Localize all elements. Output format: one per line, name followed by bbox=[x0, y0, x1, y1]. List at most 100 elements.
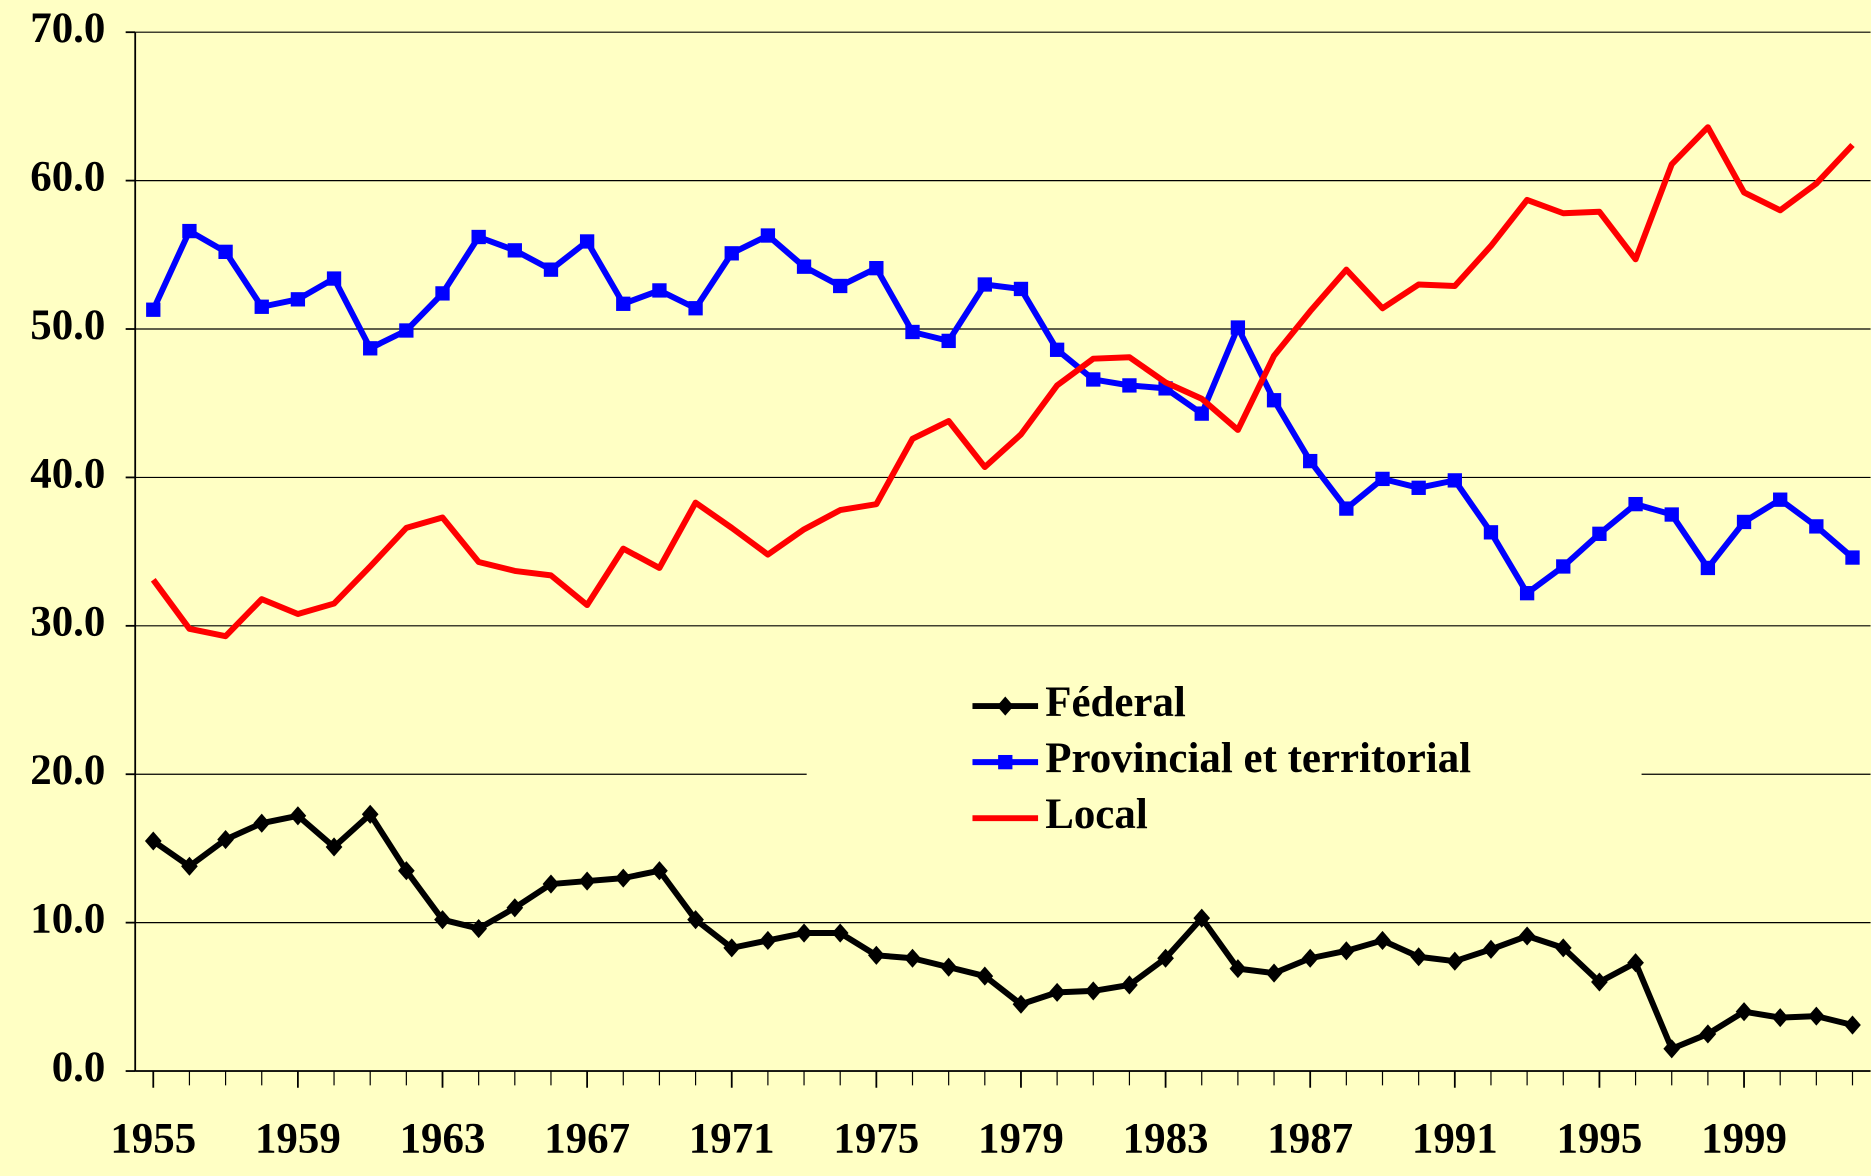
marker bbox=[652, 283, 667, 298]
marker bbox=[399, 323, 414, 338]
marker bbox=[868, 945, 885, 965]
legend-marker bbox=[998, 754, 1013, 770]
marker bbox=[1807, 1006, 1825, 1026]
x-tick-label: 1975 bbox=[833, 1115, 919, 1162]
marker bbox=[290, 292, 306, 307]
marker bbox=[1771, 1008, 1789, 1028]
marker bbox=[795, 923, 813, 943]
marker bbox=[614, 868, 632, 888]
marker bbox=[1122, 378, 1137, 393]
marker bbox=[723, 938, 741, 958]
marker bbox=[1374, 930, 1391, 950]
marker bbox=[578, 871, 596, 891]
marker bbox=[1591, 972, 1608, 992]
legend-box bbox=[806, 667, 1642, 847]
marker bbox=[1446, 951, 1464, 971]
legend-background bbox=[806, 667, 1642, 847]
marker bbox=[542, 874, 560, 894]
marker bbox=[289, 806, 307, 826]
marker bbox=[1628, 496, 1643, 512]
x-tick-label: 1959 bbox=[255, 1115, 341, 1162]
marker bbox=[434, 910, 451, 930]
marker bbox=[1303, 453, 1318, 469]
marker bbox=[977, 277, 992, 292]
marker bbox=[651, 861, 668, 881]
marker bbox=[1809, 519, 1824, 534]
legend-label: Féderal bbox=[1045, 679, 1186, 726]
marker bbox=[759, 930, 777, 950]
marker bbox=[1664, 507, 1679, 522]
marker bbox=[941, 333, 956, 349]
marker bbox=[1229, 959, 1247, 979]
marker bbox=[506, 898, 524, 918]
y-tick-label: 0.0 bbox=[52, 1044, 106, 1091]
marker bbox=[470, 919, 488, 939]
marker bbox=[1736, 514, 1752, 530]
marker bbox=[1375, 471, 1390, 487]
series-line bbox=[151, 811, 1854, 1052]
marker bbox=[1265, 963, 1283, 983]
marker bbox=[1157, 948, 1174, 968]
marker bbox=[760, 228, 776, 243]
marker bbox=[904, 948, 921, 968]
series-line bbox=[150, 124, 1855, 640]
marker bbox=[1410, 947, 1428, 967]
x-tick-label: 1955 bbox=[110, 1115, 196, 1162]
marker bbox=[724, 246, 739, 261]
marker bbox=[1483, 525, 1499, 540]
marker bbox=[363, 341, 378, 356]
marker bbox=[1627, 953, 1644, 973]
marker bbox=[831, 923, 849, 943]
marker bbox=[182, 223, 197, 239]
x-tick-label: 1987 bbox=[1267, 1115, 1353, 1162]
marker bbox=[688, 301, 703, 316]
marker bbox=[1844, 1015, 1861, 1035]
marker bbox=[579, 234, 595, 249]
marker bbox=[905, 324, 920, 340]
plot: Féderal Provincial et territorial Local bbox=[144, 124, 1861, 1059]
marker bbox=[1411, 480, 1426, 495]
marker bbox=[1700, 560, 1716, 576]
marker bbox=[1556, 559, 1571, 574]
x-tick-label: 1963 bbox=[400, 1115, 486, 1162]
marker bbox=[1048, 982, 1066, 1002]
marker bbox=[796, 259, 812, 274]
marker bbox=[1482, 939, 1500, 959]
marker bbox=[218, 244, 233, 259]
marker bbox=[398, 861, 415, 881]
marker bbox=[940, 957, 958, 977]
marker bbox=[361, 804, 379, 824]
y-tick-label: 30.0 bbox=[30, 599, 105, 646]
marker bbox=[471, 229, 486, 245]
y-tick-label: 50.0 bbox=[30, 302, 105, 349]
x-tick-label: 1983 bbox=[1123, 1115, 1209, 1162]
marker bbox=[1337, 941, 1355, 961]
y-tick-label: 20.0 bbox=[30, 747, 105, 794]
y-tick-label: 60.0 bbox=[30, 153, 105, 200]
marker bbox=[616, 296, 631, 311]
marker bbox=[1012, 994, 1030, 1014]
x-tick-label: 1999 bbox=[1701, 1115, 1787, 1162]
marker bbox=[325, 837, 343, 857]
marker bbox=[1339, 501, 1354, 516]
marker bbox=[507, 243, 522, 258]
marker bbox=[1518, 926, 1536, 946]
marker bbox=[1773, 492, 1788, 507]
legend-label: Provincial et territorial bbox=[1045, 735, 1471, 782]
marker bbox=[326, 271, 342, 286]
marker bbox=[254, 299, 269, 314]
marker bbox=[253, 813, 271, 833]
marker bbox=[976, 966, 994, 986]
marker bbox=[833, 278, 848, 294]
marker bbox=[1845, 550, 1860, 565]
marker bbox=[435, 286, 450, 301]
marker bbox=[1554, 938, 1572, 958]
legend-marker bbox=[996, 696, 1014, 716]
marker bbox=[1193, 908, 1211, 928]
y-tick-label: 10.0 bbox=[30, 895, 105, 942]
marker bbox=[1735, 1002, 1753, 1022]
marker bbox=[687, 910, 704, 930]
marker bbox=[1301, 948, 1319, 968]
